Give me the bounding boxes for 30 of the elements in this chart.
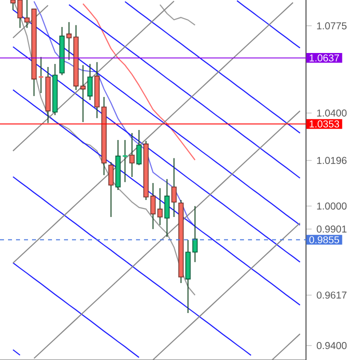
ref-line-label: 1.0353 [310,120,340,128]
candlestick [108,162,114,218]
candlestick [171,158,177,218]
y-tick-label: 1.0196 [317,156,347,164]
line-series [82,3,196,161]
line-series [33,0,196,228]
ref-line-label: 1.0637 [310,54,340,62]
candlestick [122,140,128,183]
line-series [12,4,49,38]
candlestick [17,0,23,28]
y-tick-label: 1.0775 [317,22,347,30]
candlestick [192,206,198,263]
candlestick [87,63,93,100]
y-tick-label: 1.0400 [317,109,347,117]
candlestick [38,56,44,94]
ref-line-label: 0.9855 [309,236,340,244]
candlestick [136,130,142,166]
line-series [159,4,196,26]
y-tick-label: 0.9901 [316,226,346,233]
candlestick [10,0,16,10]
candlestick [66,22,72,60]
candlestick [150,182,156,230]
y-tick-label: 0.9400 [316,342,347,350]
candlestick [164,178,170,238]
candlestick [80,64,86,123]
y-tick-label: 1.0000 [317,202,347,210]
candlestick [24,0,30,28]
y-tick-label: 0.9617 [316,292,346,299]
candlestick [157,188,163,226]
candlestick [129,132,135,178]
